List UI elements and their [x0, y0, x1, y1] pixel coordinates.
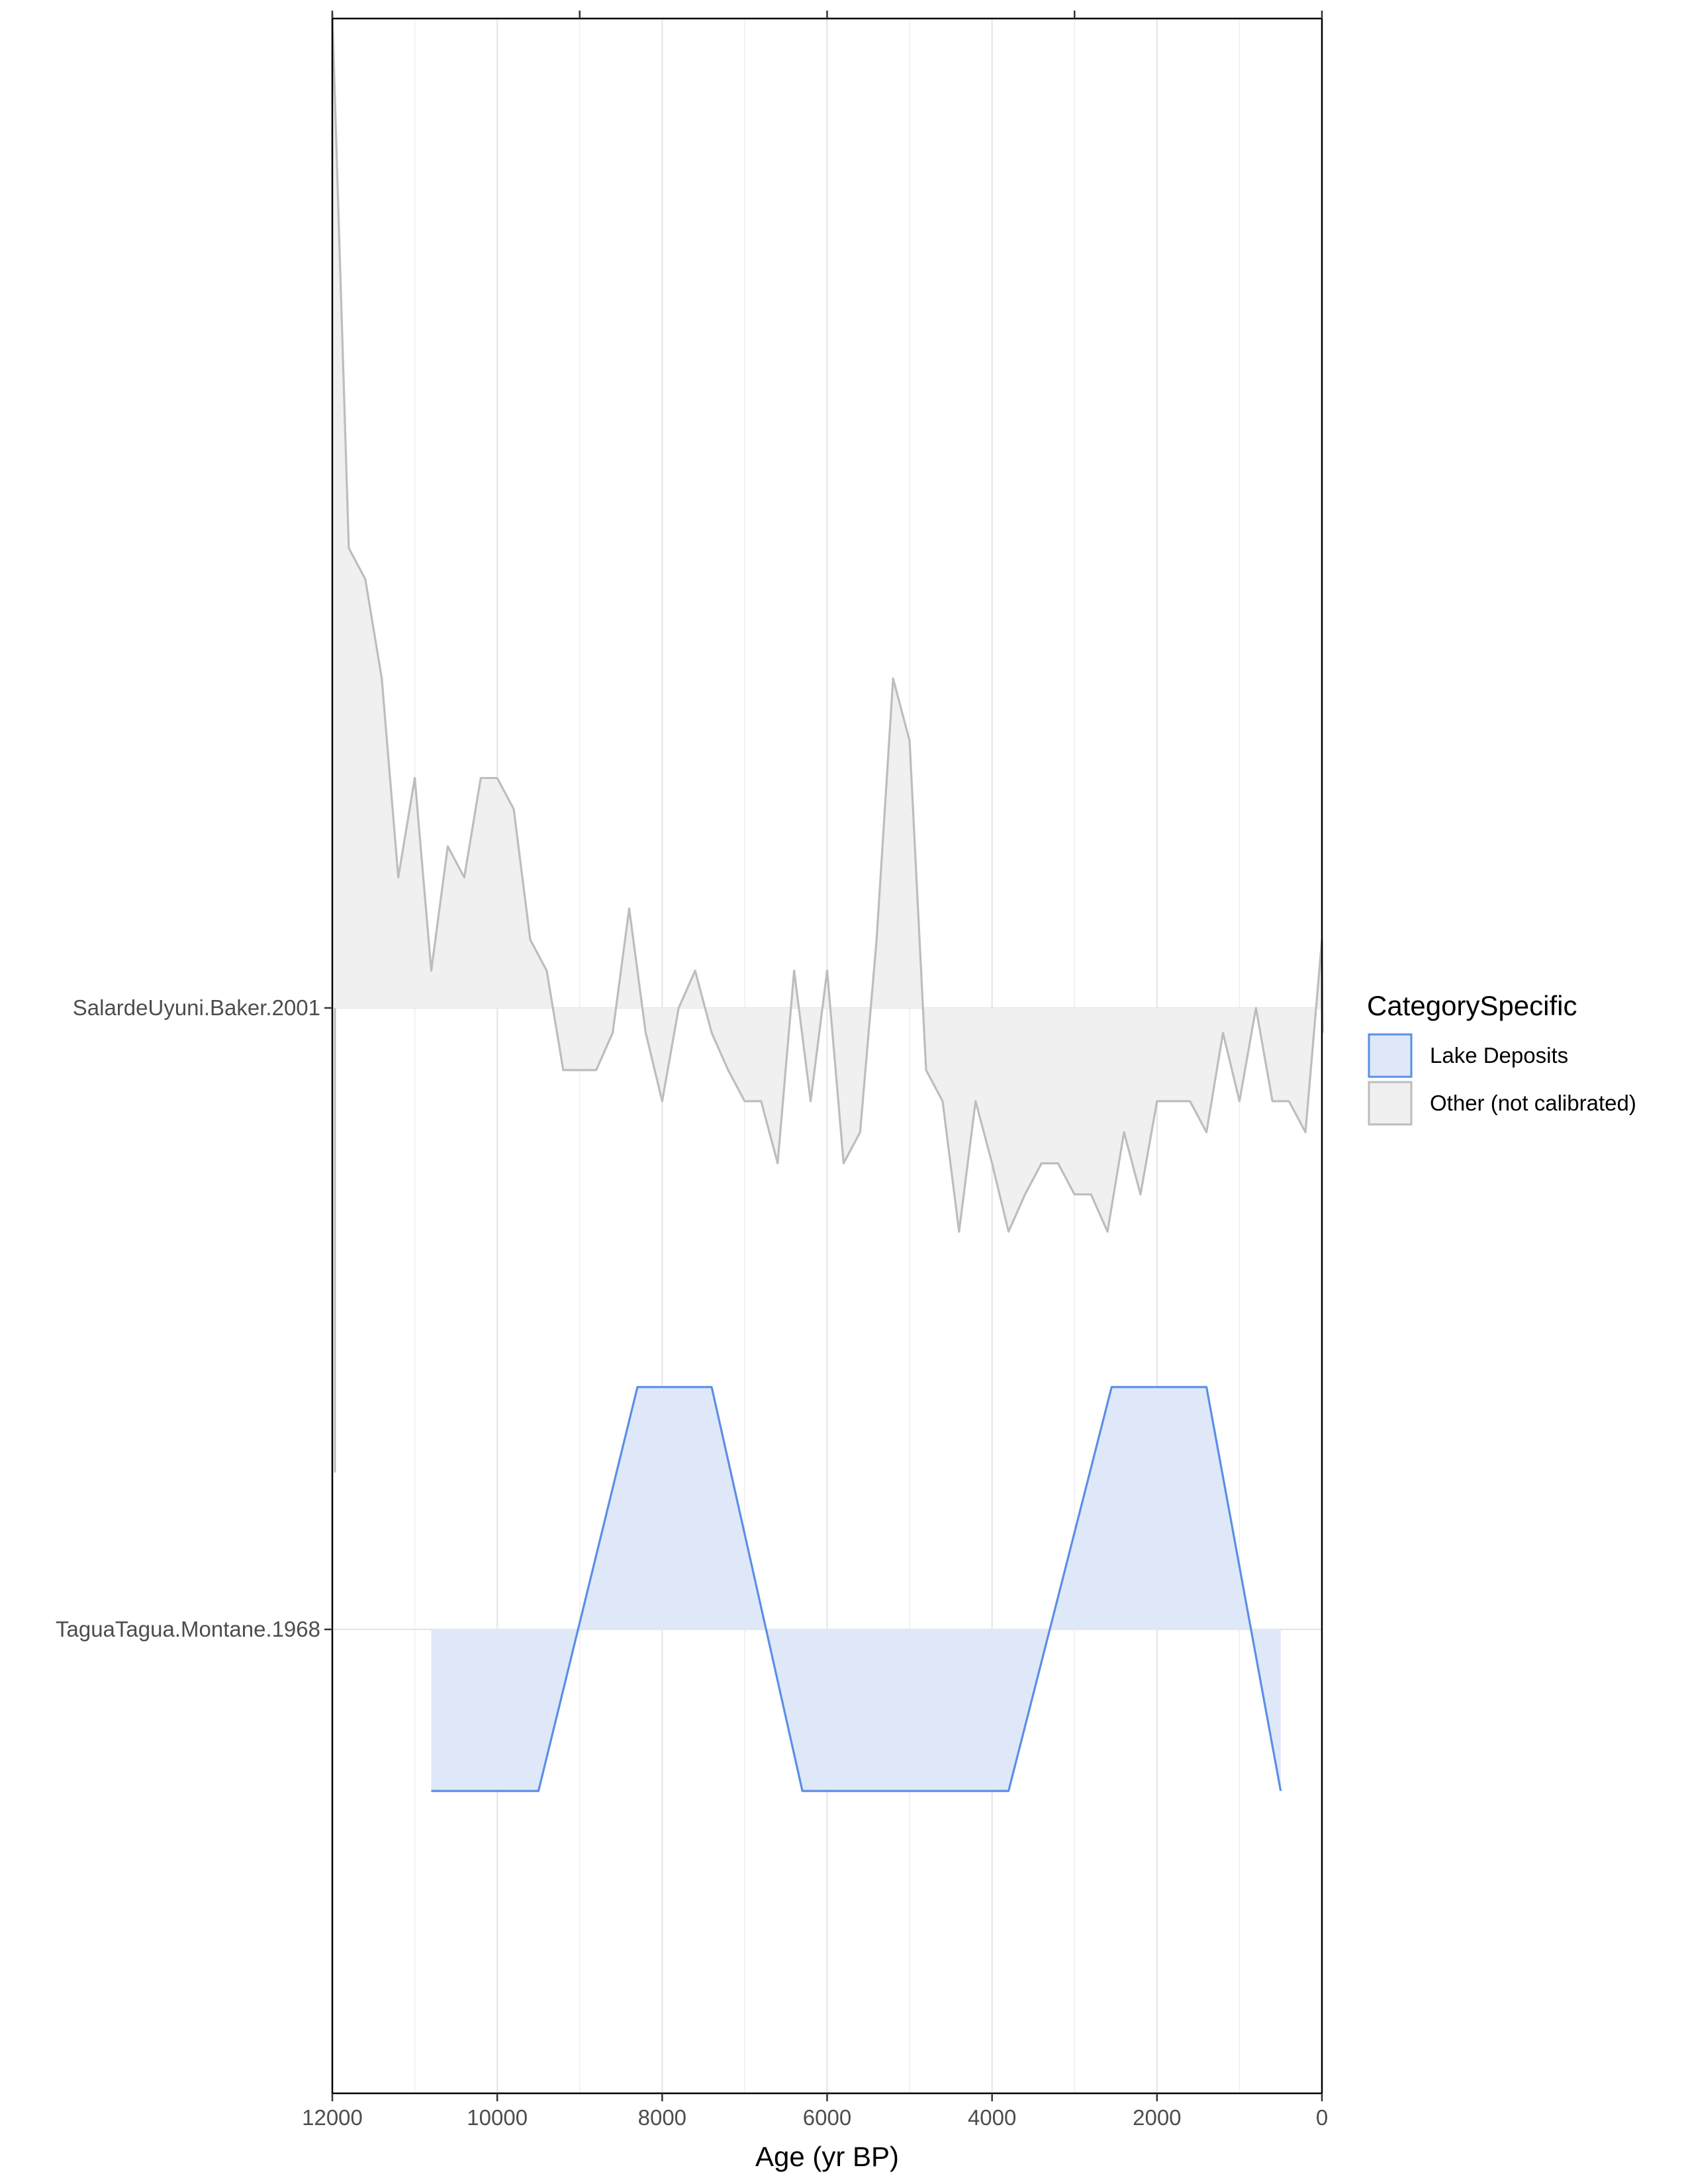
legend-key [1368, 1081, 1413, 1126]
series-layer [331, 13, 1324, 1792]
row-label: SalardeUyuni.Baker.2001 [73, 995, 320, 1020]
x-tick-label: 0 [1316, 2105, 1328, 2130]
x-tick-label: 4000 [968, 2105, 1016, 2130]
legend: CategorySpecific Lake Deposits Other (not… [1367, 990, 1636, 1126]
series-area-TaguaTagua.Montane.1968 [431, 1387, 1281, 1792]
axis-labels: 12000 10000 8000 6000 4000 2000 0 SalardeUyuni.… [56, 995, 1328, 2130]
series-line-SalardeUyuni.Baker.2001 [331, 13, 1324, 1233]
axes [324, 11, 1323, 2101]
series-line-TaguaTagua.Montane.1968 [431, 1386, 1282, 1792]
legend-label: Lake Deposits [1430, 1043, 1568, 1068]
legend-label: Other (not calibrated) [1430, 1091, 1636, 1115]
x-tick-label: 12000 [302, 2105, 363, 2130]
x-axis-title: Age (yr BP) [755, 2141, 899, 2172]
x-tick-label: 10000 [467, 2105, 528, 2130]
series-area-SalardeUyuni.Baker.2001 [332, 13, 1323, 1232]
x-tick-label: 2000 [1133, 2105, 1181, 2130]
x-tick-label: 6000 [803, 2105, 851, 2130]
legend-key [1368, 1033, 1413, 1078]
row-label: TaguaTagua.Montane.1968 [56, 1617, 320, 1641]
legend-title: CategorySpecific [1367, 990, 1577, 1021]
x-tick-label: 8000 [638, 2105, 686, 2130]
